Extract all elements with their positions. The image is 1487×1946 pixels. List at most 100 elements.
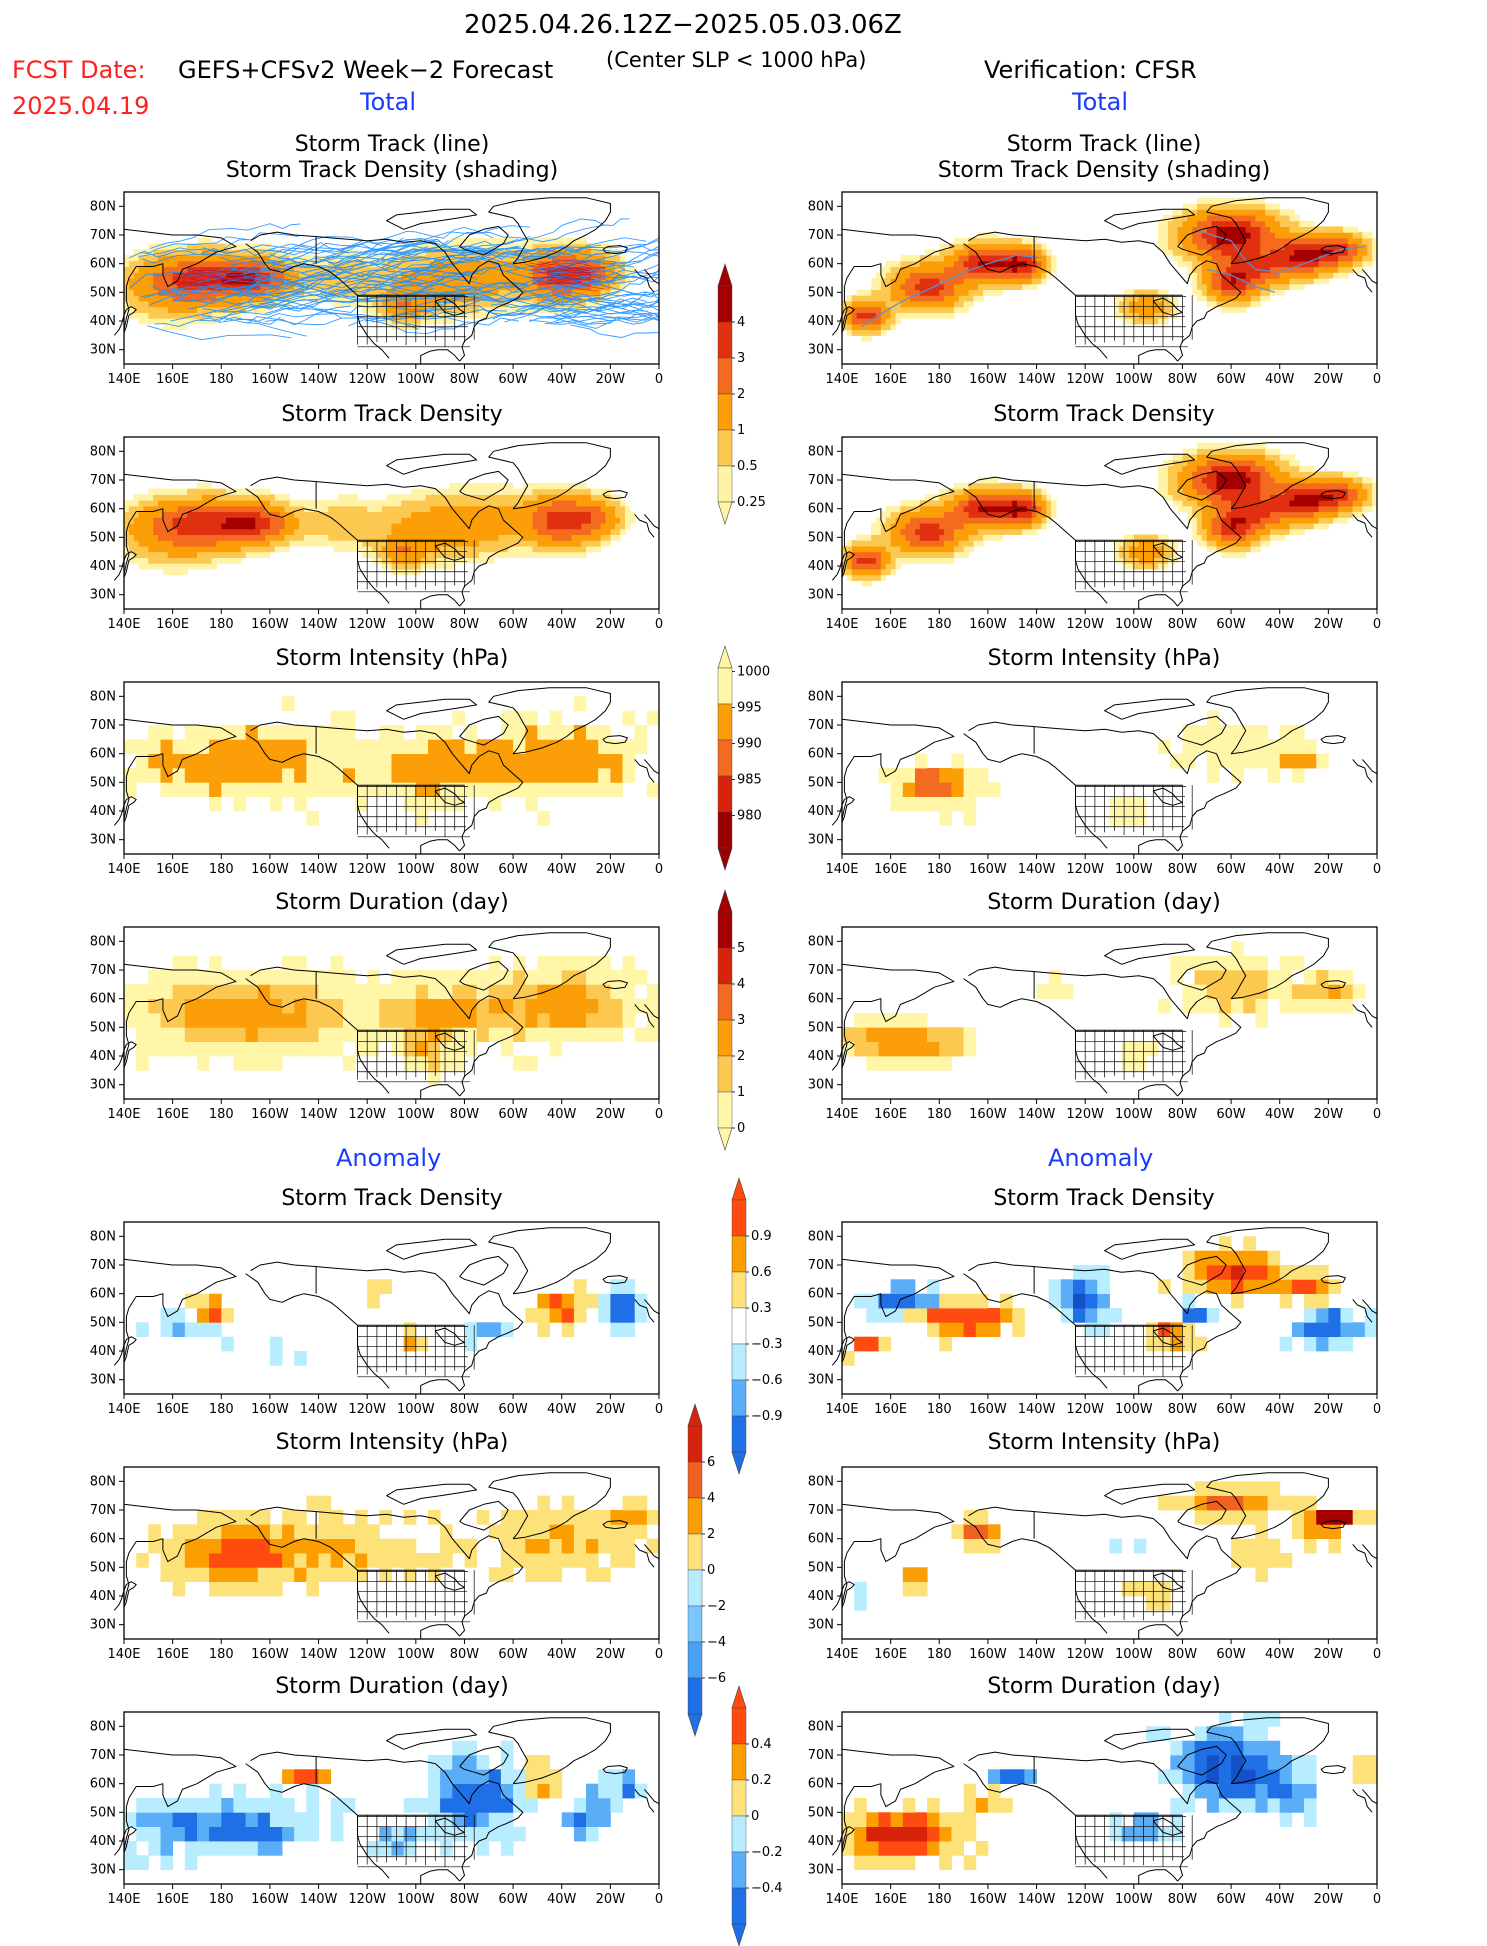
lon-tick-label: 160E bbox=[156, 1892, 189, 1907]
lon-tick-label: 100W bbox=[397, 1892, 435, 1907]
lon-tick-label: 80W bbox=[450, 1892, 480, 1907]
colorbar-segment bbox=[718, 948, 732, 984]
lon-tick-label: 140E bbox=[107, 1647, 140, 1662]
colorbar-segment bbox=[718, 394, 732, 430]
lat-tick-label: 40N bbox=[808, 1834, 834, 1849]
lon-tick-label: 160W bbox=[969, 1647, 1007, 1662]
lon-tick-label: 180 bbox=[927, 617, 952, 632]
colorbar-label: −6 bbox=[707, 1671, 726, 1686]
lat-tick-label: 50N bbox=[808, 1315, 834, 1330]
lon-tick-label: 140W bbox=[1018, 1402, 1056, 1417]
lon-tick-label: 60W bbox=[498, 1107, 528, 1122]
lon-tick-label: 180 bbox=[927, 1647, 952, 1662]
lat-tick-label: 60N bbox=[90, 992, 116, 1007]
lat-tick-label: 50N bbox=[90, 1805, 116, 1820]
lon-tick-label: 0 bbox=[1373, 1107, 1381, 1122]
colorbar-label: 0.9 bbox=[751, 1229, 772, 1244]
lon-tick-label: 80W bbox=[450, 862, 480, 877]
lon-tick-label: 80W bbox=[1168, 372, 1198, 387]
fcst-date-value: 2025.04.19 bbox=[12, 92, 149, 120]
lat-tick-label: 60N bbox=[90, 1287, 116, 1302]
lat-tick-label: 50N bbox=[90, 285, 116, 300]
lat-tick-label: 30N bbox=[808, 1078, 834, 1093]
lon-tick-label: 160W bbox=[251, 862, 289, 877]
lat-tick-label: 80N bbox=[90, 199, 116, 214]
lon-tick-label: 140E bbox=[107, 1402, 140, 1417]
lat-tick-label: 40N bbox=[808, 1049, 834, 1064]
lon-tick-label: 0 bbox=[655, 1402, 663, 1417]
lon-tick-label: 120W bbox=[348, 862, 386, 877]
period-title: 2025.04.26.12Z−2025.05.03.06Z bbox=[464, 10, 902, 40]
lon-tick-label: 160E bbox=[874, 1402, 907, 1417]
lon-tick-label: 0 bbox=[1373, 1647, 1381, 1662]
lon-tick-label: 60W bbox=[498, 1647, 528, 1662]
lon-tick-label: 0 bbox=[1373, 617, 1381, 632]
lon-tick-label: 120W bbox=[348, 1402, 386, 1417]
lat-tick-label: 30N bbox=[90, 1618, 116, 1633]
title-track-right: Storm Track (line) Storm Track Density (… bbox=[804, 132, 1404, 184]
lon-tick-label: 20W bbox=[596, 862, 626, 877]
lon-tick-label: 140W bbox=[1018, 617, 1056, 632]
colorbar-label: 2 bbox=[737, 1049, 745, 1064]
lon-tick-label: 100W bbox=[1115, 1647, 1153, 1662]
colorbar-label: 2 bbox=[707, 1527, 715, 1542]
lon-tick-label: 20W bbox=[596, 1647, 626, 1662]
lat-tick-label: 70N bbox=[808, 1258, 834, 1273]
lat-tick-label: 60N bbox=[808, 1287, 834, 1302]
lon-tick-label: 0 bbox=[655, 1647, 663, 1662]
lon-tick-label: 160W bbox=[969, 862, 1007, 877]
colorbar-segment bbox=[732, 1780, 746, 1816]
lat-tick-label: 50N bbox=[808, 530, 834, 545]
lon-tick-label: 0 bbox=[1373, 1892, 1381, 1907]
lon-tick-label: 0 bbox=[655, 1107, 663, 1122]
colorbar-label: −0.3 bbox=[751, 1337, 783, 1352]
colorbar-top-arrow bbox=[718, 646, 732, 668]
lat-tick-label: 50N bbox=[90, 530, 116, 545]
colorbar-label: 0.3 bbox=[751, 1301, 772, 1316]
lat-tick-label: 70N bbox=[808, 228, 834, 243]
lat-tick-label: 50N bbox=[90, 1020, 116, 1035]
lat-tick-label: 60N bbox=[90, 747, 116, 762]
lon-tick-label: 140W bbox=[1018, 1647, 1056, 1662]
lat-tick-label: 30N bbox=[808, 1373, 834, 1388]
colorbar-segment bbox=[718, 1092, 732, 1128]
lon-tick-label: 140E bbox=[825, 617, 858, 632]
colorbar-segment bbox=[688, 1534, 702, 1570]
title-density-left: Storm Track Density bbox=[92, 402, 692, 428]
lon-tick-label: 40W bbox=[547, 1107, 577, 1122]
lon-tick-label: 100W bbox=[397, 1402, 435, 1417]
colorbar-label: 0 bbox=[737, 1121, 745, 1136]
lon-tick-label: 100W bbox=[397, 372, 435, 387]
lat-tick-label: 60N bbox=[90, 1777, 116, 1792]
lon-tick-label: 60W bbox=[1216, 1402, 1246, 1417]
colorbar-label: 0.5 bbox=[737, 459, 758, 474]
colorbar-label: 0 bbox=[751, 1809, 759, 1824]
colorbar-segment bbox=[718, 984, 732, 1020]
lat-tick-label: 30N bbox=[90, 1373, 116, 1388]
lon-tick-label: 160W bbox=[251, 1892, 289, 1907]
lon-tick-label: 60W bbox=[1216, 617, 1246, 632]
lon-tick-label: 120W bbox=[1066, 1892, 1104, 1907]
fcst-date-label: FCST Date: bbox=[12, 56, 146, 84]
colorbar-segment bbox=[718, 912, 732, 948]
lon-tick-label: 160W bbox=[251, 372, 289, 387]
lon-tick-label: 80W bbox=[450, 1647, 480, 1662]
title-duration-left: Storm Duration (day) bbox=[92, 890, 692, 916]
colorbar-label: −0.6 bbox=[751, 1373, 783, 1388]
colorbar-label: 0.4 bbox=[751, 1737, 772, 1752]
colorbar-bottom-arrow bbox=[718, 502, 732, 524]
lon-tick-label: 0 bbox=[1373, 1402, 1381, 1417]
colorbar-label: 5 bbox=[737, 941, 745, 956]
lon-tick-label: 40W bbox=[547, 862, 577, 877]
lon-tick-label: 160W bbox=[969, 617, 1007, 632]
